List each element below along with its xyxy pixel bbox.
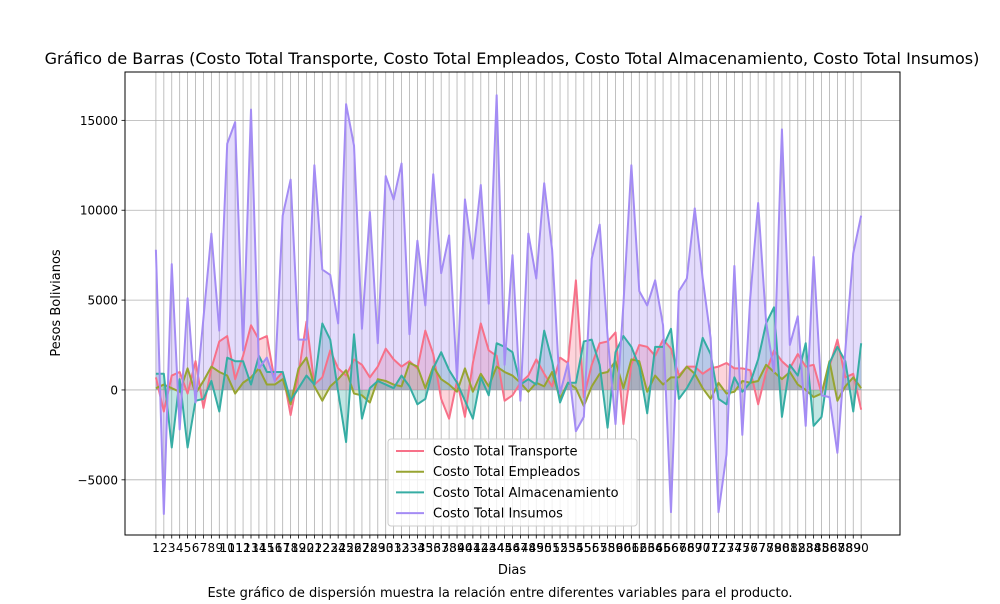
y-axis-label: Pesos Bolivianos bbox=[49, 249, 64, 357]
y-tick-label: 0 bbox=[110, 383, 118, 397]
x-tick-label: 90 bbox=[854, 541, 869, 555]
y-tick-label: 15000 bbox=[80, 114, 118, 128]
x-tick-label: 1 bbox=[152, 541, 160, 555]
y-tick-label: −5000 bbox=[77, 473, 118, 487]
legend-label: Costo Total Transporte bbox=[433, 445, 577, 460]
x-tick-label: 8 bbox=[208, 541, 216, 555]
x-axis-label: Dias bbox=[498, 563, 527, 578]
chart-title: Gráfico de Barras (Costo Total Transport… bbox=[45, 49, 980, 68]
x-tick-label: 4 bbox=[176, 541, 184, 555]
x-tick-label: 5 bbox=[184, 541, 192, 555]
legend-label: Costo Total Empleados bbox=[433, 465, 580, 480]
legend-label: Costo Total Almacenamiento bbox=[433, 486, 619, 501]
legend: Costo Total Transporte Costo Total Emplea… bbox=[388, 439, 637, 526]
y-tick-label: 10000 bbox=[80, 204, 118, 218]
y-tick-label: 5000 bbox=[87, 294, 118, 308]
x-tick-label: 6 bbox=[192, 541, 200, 555]
x-tick-label: 7 bbox=[200, 541, 208, 555]
chart-caption: Este gráfico de dispersión muestra la re… bbox=[207, 586, 792, 600]
x-tick-label: 3 bbox=[168, 541, 176, 555]
legend-label: Costo Total Insumos bbox=[433, 507, 563, 522]
x-tick-label: 2 bbox=[160, 541, 168, 555]
